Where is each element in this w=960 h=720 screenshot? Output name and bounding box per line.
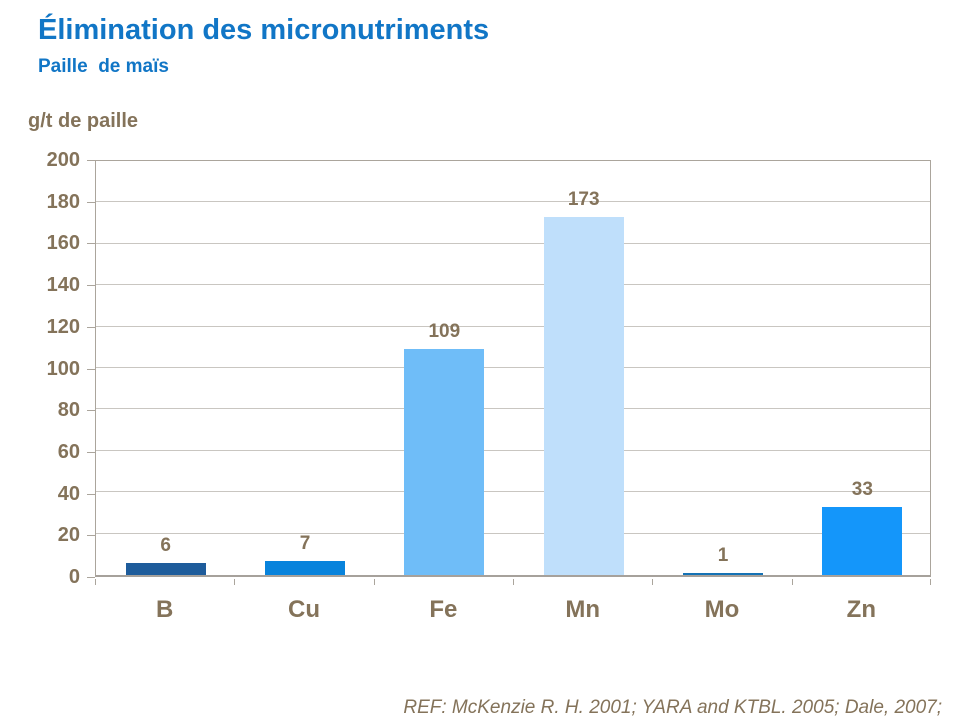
y-tick-mark xyxy=(87,410,95,412)
x-tick-mark xyxy=(373,579,375,585)
y-tick-label: 160 xyxy=(46,232,80,255)
y-tick-mark xyxy=(87,493,95,495)
bar-mo xyxy=(682,572,763,575)
y-tick-label: 40 xyxy=(57,482,80,505)
reference-line-1: REF: McKenzie R. H. 2001; YARA and KTBL.… xyxy=(403,697,942,718)
gridline xyxy=(96,201,930,203)
gridline xyxy=(96,532,930,534)
bar-value-label: 1 xyxy=(717,544,729,566)
x-axis: B Cu Fe Mn Mo Zn xyxy=(95,579,931,626)
y-tick-mark xyxy=(87,285,95,287)
y-axis-unit-label: g/t de paille xyxy=(28,110,139,132)
x-tick-mark xyxy=(95,579,96,585)
y-tick-label: 200 xyxy=(46,149,80,171)
gridline xyxy=(96,242,930,244)
x-tick-mark xyxy=(513,579,514,585)
bar-cu xyxy=(264,560,345,575)
bar-value-label: 7 xyxy=(299,532,311,554)
bar-mn xyxy=(543,216,624,575)
y-axis: 0 20 40 60 80 100 120 140 160 180 200 xyxy=(0,149,95,588)
y-tick-mark xyxy=(87,326,95,328)
y-tick-label: 0 xyxy=(68,566,80,588)
x-tick-mark xyxy=(652,579,654,585)
x-tick-label-zn: Zn xyxy=(846,596,876,623)
bar-slot: 6 xyxy=(96,161,235,575)
gridline xyxy=(96,284,930,286)
bar-slot: 109 xyxy=(375,161,514,575)
bar-slot: 33 xyxy=(793,161,932,575)
bar-slot: 1 xyxy=(653,161,792,575)
y-tick-mark xyxy=(87,535,95,537)
y-tick-mark xyxy=(87,201,95,203)
x-tick-label-mo: Mo xyxy=(704,596,740,623)
chart-subtitle: Paille de maïs xyxy=(38,56,169,77)
gridline xyxy=(96,408,930,410)
gridline xyxy=(96,491,930,493)
reference-citation: REF: McKenzie R. H. 2001; YARA and KTBL.… xyxy=(403,648,942,720)
y-tick-mark xyxy=(87,243,95,245)
bar-value-label: 173 xyxy=(567,188,600,210)
x-tick-label-mn: Mn xyxy=(565,596,600,623)
y-tick-label: 100 xyxy=(46,357,80,380)
gridline xyxy=(96,367,930,368)
bar-slot: 7 xyxy=(235,161,374,575)
y-tick-label: 120 xyxy=(46,315,80,338)
y-tick-mark xyxy=(87,160,95,161)
y-tick-mark xyxy=(87,451,95,453)
x-tick-label-b: B xyxy=(155,596,174,623)
y-tick-label: 80 xyxy=(57,399,80,422)
bar-value-label: 109 xyxy=(428,321,461,343)
x-tick-label-cu: Cu xyxy=(287,596,320,623)
y-tick-label: 60 xyxy=(57,440,80,463)
gridline xyxy=(96,449,930,451)
chart-title: Élimination des micronutriments xyxy=(38,14,490,46)
x-tick-mark xyxy=(234,579,236,585)
y-tick-label: 180 xyxy=(46,190,80,213)
y-tick-label: 140 xyxy=(46,274,80,297)
x-tick-mark xyxy=(930,579,931,585)
y-tick-mark xyxy=(87,577,95,578)
x-tick-mark xyxy=(791,579,793,585)
x-tick-label-fe: Fe xyxy=(429,596,458,623)
gridline xyxy=(96,325,930,327)
bar-value-label: 6 xyxy=(160,534,171,556)
plot-area: 6 7 109 173 1 33 xyxy=(95,160,931,577)
bar-fe xyxy=(404,349,485,575)
bar-slot: 173 xyxy=(514,161,653,575)
y-tick-label: 20 xyxy=(57,524,80,547)
bar-zn xyxy=(822,506,903,575)
bar-value-label: 33 xyxy=(851,478,873,500)
bar-b xyxy=(125,562,206,575)
y-tick-mark xyxy=(87,368,95,370)
